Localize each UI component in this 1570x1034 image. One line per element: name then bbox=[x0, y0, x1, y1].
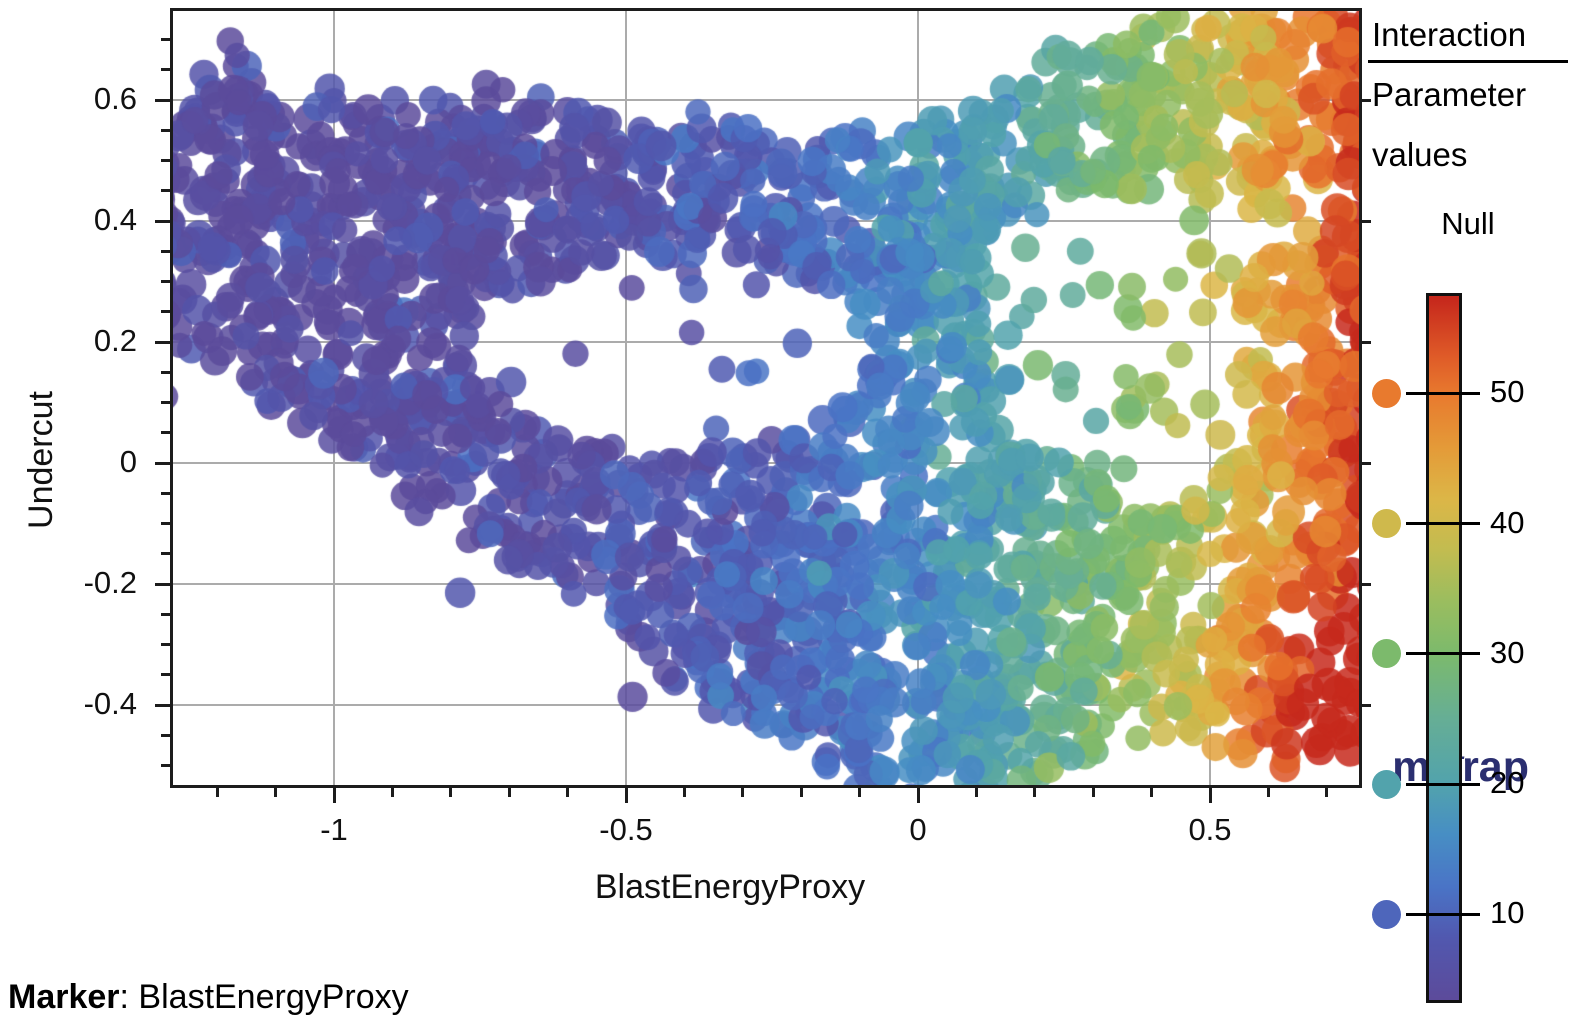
x-axis-title: BlastEnergyProxy bbox=[594, 868, 866, 906]
y-axis-minor-tick bbox=[161, 249, 170, 253]
y-tick-label: -0.4 bbox=[83, 686, 137, 721]
colorbar-tick bbox=[1406, 912, 1480, 916]
legend-title-underline bbox=[1368, 60, 1568, 63]
legend-sample-dot bbox=[1371, 769, 1401, 799]
x-axis-minor-tick bbox=[566, 788, 570, 797]
x-axis-minor-tick bbox=[215, 788, 219, 797]
colorbar-tick-label: 20 bbox=[1490, 765, 1525, 801]
y-tick-label: 0.6 bbox=[93, 81, 137, 116]
x-axis-major-tick bbox=[624, 788, 628, 803]
y-axis-right-tick bbox=[1362, 582, 1371, 586]
y-axis-major-tick bbox=[155, 582, 170, 586]
colorbar-tick-label: 10 bbox=[1490, 895, 1525, 931]
y-tick-label: -0.2 bbox=[83, 565, 137, 600]
colorbar-tick bbox=[1406, 522, 1480, 526]
colorbar-tick-label: 40 bbox=[1490, 504, 1525, 540]
legend-sample-dot bbox=[1371, 378, 1401, 408]
x-tick-label: 0.5 bbox=[1188, 812, 1232, 847]
y-axis-minor-tick bbox=[161, 522, 170, 525]
y-tick-label: 0.4 bbox=[93, 202, 137, 237]
plot-frame: mχrap bbox=[170, 8, 1529, 793]
colorbar-tick bbox=[1406, 782, 1480, 786]
legend-sample-dot bbox=[1371, 639, 1401, 669]
x-axis-minor-tick bbox=[799, 788, 803, 797]
x-axis-minor-tick bbox=[1150, 788, 1154, 797]
y-axis-minor-tick bbox=[161, 552, 170, 556]
legend-panel: Interaction Parameter values Null 50 40 30… bbox=[1366, 0, 1570, 1034]
y-axis-minor-tick bbox=[161, 159, 170, 162]
y-axis-minor-tick bbox=[161, 370, 170, 374]
legend-title-line-1: Interaction bbox=[1372, 16, 1527, 53]
y-axis-right-tick bbox=[1362, 703, 1371, 707]
y-axis-minor-tick bbox=[161, 280, 170, 283]
y-axis-right-tick bbox=[1362, 98, 1371, 102]
colorbar-tick bbox=[1406, 652, 1480, 656]
x-axis-minor-tick bbox=[1325, 788, 1329, 797]
legend-null-label: Null bbox=[1441, 206, 1495, 241]
y-axis-minor-tick bbox=[161, 310, 170, 314]
y-axis-major-tick bbox=[155, 461, 170, 465]
x-axis-minor-tick bbox=[858, 788, 862, 797]
x-tick-label: -0.5 bbox=[599, 812, 653, 847]
y-axis-minor-tick bbox=[161, 401, 170, 404]
x-axis-minor-tick bbox=[1033, 788, 1037, 797]
y-axis-right-tick bbox=[1362, 219, 1371, 223]
legend-title-line-2: Parameter bbox=[1372, 76, 1527, 113]
x-axis-minor-tick bbox=[274, 788, 278, 797]
legend-sample-dot bbox=[1371, 899, 1401, 929]
x-axis-minor-tick bbox=[390, 788, 394, 797]
x-axis-minor-tick bbox=[1266, 788, 1270, 797]
y-axis-minor-tick bbox=[161, 128, 170, 132]
x-axis-minor-tick bbox=[507, 788, 511, 797]
y-axis-minor-tick bbox=[161, 491, 170, 495]
x-axis-minor-tick bbox=[974, 788, 978, 797]
colorbar bbox=[1426, 293, 1462, 1003]
marker-footer-value: BlastEnergyProxy bbox=[138, 978, 409, 1016]
y-axis-major-tick bbox=[155, 219, 170, 223]
x-tick-label: 0 bbox=[909, 812, 927, 847]
y-tick-label: 0 bbox=[119, 444, 137, 479]
marker-footer-label: Marker bbox=[8, 978, 120, 1016]
x-axis-minor-tick bbox=[1091, 788, 1095, 797]
x-axis-minor-tick bbox=[741, 788, 745, 797]
x-axis-minor-tick bbox=[682, 788, 686, 797]
y-axis-major-tick bbox=[155, 340, 170, 344]
scatter-plot-canvas[interactable] bbox=[173, 11, 1359, 785]
x-axis-minor-tick bbox=[449, 788, 453, 797]
y-axis-title: Undercut bbox=[22, 391, 60, 529]
x-axis-major-tick bbox=[332, 788, 336, 803]
y-axis-minor-tick bbox=[161, 764, 170, 767]
colorbar-tick-label: 50 bbox=[1490, 374, 1525, 410]
colorbar-tick bbox=[1406, 391, 1480, 395]
y-axis-minor-tick bbox=[161, 673, 170, 677]
x-axis-major-tick bbox=[1208, 788, 1212, 803]
y-axis-major-tick bbox=[155, 98, 170, 102]
marker-footer-sep: : bbox=[119, 978, 139, 1016]
marker-footer: Marker: BlastEnergyProxy bbox=[8, 978, 409, 1017]
y-axis-minor-tick bbox=[161, 733, 170, 737]
legend-title-line-3: values bbox=[1372, 136, 1468, 173]
y-axis-right-tick bbox=[1362, 461, 1371, 465]
y-axis-minor-tick bbox=[161, 431, 170, 435]
y-axis-minor-tick bbox=[161, 612, 170, 616]
y-axis-major-tick bbox=[155, 703, 170, 707]
y-axis-minor-tick bbox=[161, 189, 170, 193]
legend-sample-dot bbox=[1371, 509, 1401, 539]
y-axis-minor-tick bbox=[161, 68, 170, 72]
y-tick-label: 0.2 bbox=[93, 323, 137, 358]
x-axis-major-tick bbox=[916, 788, 920, 803]
x-tick-label: -1 bbox=[320, 812, 348, 847]
y-axis-minor-tick bbox=[161, 643, 170, 646]
y-axis-right-tick bbox=[1362, 340, 1371, 344]
y-axis-minor-tick bbox=[161, 38, 170, 41]
colorbar-tick-label: 30 bbox=[1490, 634, 1525, 670]
